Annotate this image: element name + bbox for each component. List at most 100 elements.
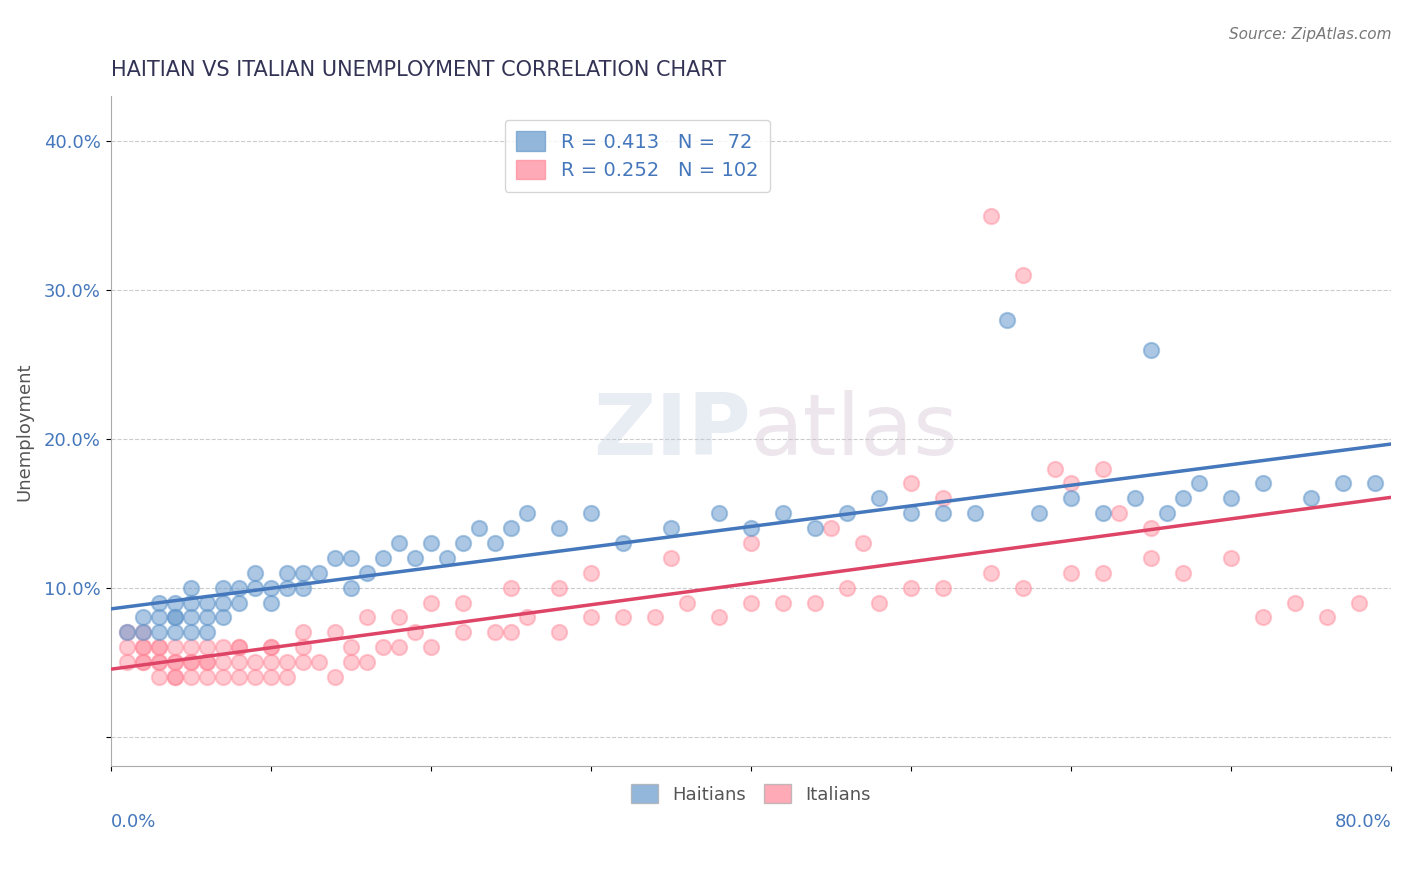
Point	[612, 610, 634, 624]
Point	[148, 625, 170, 640]
Point	[180, 655, 202, 669]
Point	[132, 655, 155, 669]
Point	[339, 550, 361, 565]
Point	[579, 506, 602, 520]
Point	[932, 581, 955, 595]
Point	[835, 581, 858, 595]
Point	[932, 506, 955, 520]
Point	[291, 581, 314, 595]
Point	[852, 536, 875, 550]
Point	[180, 581, 202, 595]
Point	[451, 596, 474, 610]
Text: Source: ZipAtlas.com: Source: ZipAtlas.com	[1229, 27, 1392, 42]
Point	[451, 536, 474, 550]
Point	[1060, 566, 1083, 580]
Point	[1091, 566, 1114, 580]
Point	[308, 566, 330, 580]
Point	[579, 610, 602, 624]
Point	[356, 655, 378, 669]
Point	[980, 566, 1002, 580]
Point	[1156, 506, 1178, 520]
Point	[180, 670, 202, 684]
Point	[260, 581, 283, 595]
Point	[163, 670, 186, 684]
Point	[339, 655, 361, 669]
Point	[1316, 610, 1339, 624]
Point	[1108, 506, 1130, 520]
Point	[1284, 596, 1306, 610]
Point	[900, 476, 922, 491]
Point	[676, 596, 699, 610]
Point	[1140, 343, 1163, 357]
Point	[211, 581, 233, 595]
Point	[356, 566, 378, 580]
Point	[291, 625, 314, 640]
Point	[804, 521, 827, 535]
Point	[132, 625, 155, 640]
Point	[228, 581, 250, 595]
Point	[291, 640, 314, 655]
Point	[195, 655, 218, 669]
Point	[404, 550, 426, 565]
Point	[1091, 461, 1114, 475]
Point	[707, 610, 730, 624]
Point	[211, 655, 233, 669]
Point	[180, 596, 202, 610]
Point	[1012, 268, 1035, 282]
Point	[484, 625, 506, 640]
Point	[1220, 491, 1243, 506]
Point	[132, 625, 155, 640]
Point	[388, 610, 411, 624]
Point	[163, 596, 186, 610]
Point	[148, 670, 170, 684]
Point	[211, 670, 233, 684]
Point	[323, 670, 346, 684]
Point	[772, 506, 794, 520]
Point	[419, 640, 441, 655]
Point	[388, 640, 411, 655]
Point	[323, 550, 346, 565]
Point	[195, 625, 218, 640]
Point	[276, 670, 298, 684]
Point	[260, 640, 283, 655]
Point	[484, 536, 506, 550]
Point	[356, 610, 378, 624]
Point	[1364, 476, 1386, 491]
Point	[180, 625, 202, 640]
Point	[835, 506, 858, 520]
Point	[419, 536, 441, 550]
Point	[1012, 581, 1035, 595]
Point	[740, 521, 762, 535]
Point	[132, 655, 155, 669]
Point	[868, 491, 890, 506]
Point	[291, 655, 314, 669]
Point	[932, 491, 955, 506]
Point	[516, 610, 538, 624]
Text: 80.0%: 80.0%	[1334, 814, 1391, 831]
Point	[163, 670, 186, 684]
Text: ZIP: ZIP	[593, 390, 751, 473]
Point	[260, 596, 283, 610]
Point	[211, 596, 233, 610]
Point	[980, 209, 1002, 223]
Point	[547, 625, 569, 640]
Point	[211, 610, 233, 624]
Point	[1091, 506, 1114, 520]
Point	[516, 506, 538, 520]
Point	[1028, 506, 1050, 520]
Point	[115, 655, 138, 669]
Point	[163, 655, 186, 669]
Point	[132, 640, 155, 655]
Point	[148, 640, 170, 655]
Point	[260, 640, 283, 655]
Point	[1060, 476, 1083, 491]
Point	[547, 581, 569, 595]
Point	[404, 625, 426, 640]
Point	[388, 536, 411, 550]
Point	[371, 640, 394, 655]
Point	[659, 521, 682, 535]
Point	[195, 640, 218, 655]
Point	[612, 536, 634, 550]
Point	[148, 655, 170, 669]
Point	[339, 581, 361, 595]
